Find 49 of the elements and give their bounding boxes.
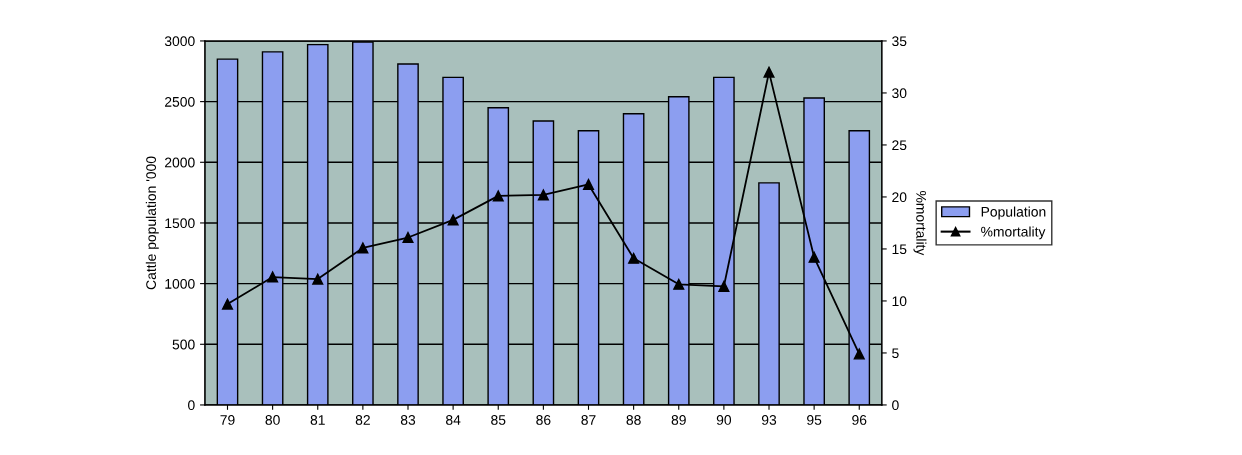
point xyxy=(718,280,730,292)
y-tick-label: 1500 xyxy=(165,218,195,229)
x-tick-label: 96 xyxy=(852,415,867,425)
y2-tick-label: 20 xyxy=(892,192,907,203)
x-tick-label: 89 xyxy=(671,415,686,425)
x-tick-label: 86 xyxy=(536,415,551,425)
x-tick-label: 84 xyxy=(446,415,461,425)
point xyxy=(402,231,414,244)
x-tick-label: 81 xyxy=(310,415,325,425)
point xyxy=(447,214,459,226)
y2-tick-label: 35 xyxy=(892,36,907,47)
point xyxy=(492,190,504,202)
point xyxy=(537,189,549,201)
point xyxy=(221,298,234,310)
y-axis-title: Cattle population '000 xyxy=(145,156,159,290)
point xyxy=(628,252,640,264)
point xyxy=(673,278,685,290)
y-tick-label: 2000 xyxy=(165,157,195,168)
y2-tick-label: 15 xyxy=(892,244,907,255)
x-tick-label: 80 xyxy=(265,415,280,425)
x-tick-label: 90 xyxy=(716,415,732,425)
point xyxy=(267,271,279,283)
y-tick-label: 0 xyxy=(188,400,195,411)
point xyxy=(853,348,865,360)
x-tick-label: 79 xyxy=(220,415,235,425)
legend-label: Population xyxy=(981,206,1046,220)
point xyxy=(763,66,775,78)
y-tick-label: 3000 xyxy=(164,36,195,47)
x-tick-label: 83 xyxy=(400,415,416,425)
x-tick-label: 85 xyxy=(491,415,506,425)
y-tick-label: 1000 xyxy=(165,278,195,289)
y2-tick-label: 0 xyxy=(892,400,899,411)
y2-tick-label: 30 xyxy=(892,88,907,99)
y2-tick-label: 5 xyxy=(892,348,899,359)
point xyxy=(357,242,369,254)
point xyxy=(808,251,820,263)
point xyxy=(312,273,324,285)
x-tick-label: 87 xyxy=(581,415,596,425)
y2-tick-label: 25 xyxy=(892,140,907,151)
x-tick-label: 95 xyxy=(807,415,822,425)
point xyxy=(582,178,595,191)
x-tick-label: 82 xyxy=(355,415,370,425)
legend-label: %mortality xyxy=(981,226,1046,240)
x-tick-label: 93 xyxy=(761,415,777,425)
x-tick-label: 88 xyxy=(626,415,641,425)
y-tick-label: 500 xyxy=(172,339,195,350)
y2-axis-title: %mortality xyxy=(913,191,927,256)
y2-tick-label: 10 xyxy=(892,296,907,307)
y-tick-label: 2500 xyxy=(165,96,195,107)
